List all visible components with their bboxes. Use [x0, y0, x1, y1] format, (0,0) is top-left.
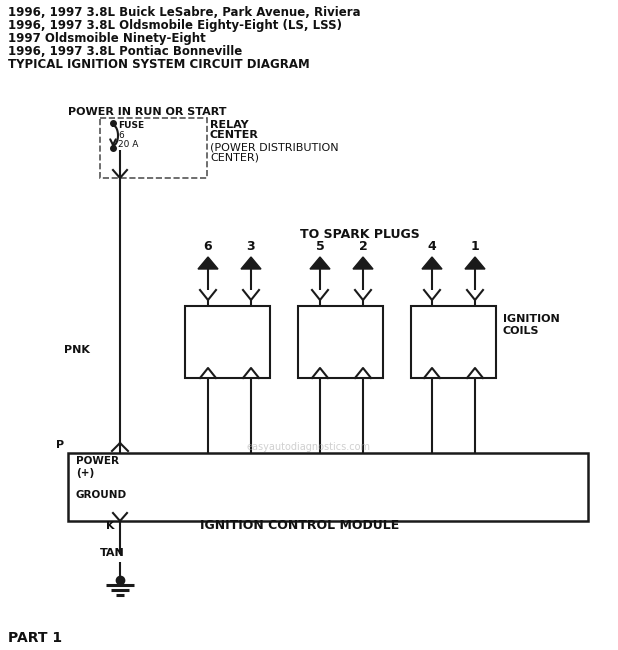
- Text: IGNITION CONTROL MODULE: IGNITION CONTROL MODULE: [200, 519, 400, 532]
- Text: P: P: [56, 440, 64, 450]
- Text: GROUND: GROUND: [76, 490, 127, 500]
- Text: 1: 1: [471, 240, 480, 253]
- Text: COILS: COILS: [503, 326, 540, 336]
- Text: 3: 3: [247, 240, 255, 253]
- Text: 6: 6: [118, 131, 124, 140]
- Polygon shape: [353, 257, 373, 269]
- Bar: [411, 306, 496, 378]
- Text: CENTER: CENTER: [210, 130, 259, 140]
- Text: TYPICAL IGNITION SYSTEM CIRCUIT DIAGRAM: TYPICAL IGNITION SYSTEM CIRCUIT DIAGRAM: [8, 58, 310, 71]
- Bar: [68, 453, 588, 521]
- Text: K: K: [106, 521, 114, 531]
- Text: 1996, 1997 3.8L Oldsmobile Eighty-Eight (LS, LSS): 1996, 1997 3.8L Oldsmobile Eighty-Eight …: [8, 19, 342, 32]
- Text: TO SPARK PLUGS: TO SPARK PLUGS: [300, 228, 420, 241]
- Text: 1996, 1997 3.8L Pontiac Bonneville: 1996, 1997 3.8L Pontiac Bonneville: [8, 45, 242, 58]
- Text: (POWER DISTRIBUTION: (POWER DISTRIBUTION: [210, 142, 339, 152]
- Bar: [185, 306, 270, 378]
- Text: TAN: TAN: [100, 548, 125, 558]
- Polygon shape: [422, 257, 442, 269]
- Polygon shape: [198, 257, 218, 269]
- Bar: [100, 118, 207, 178]
- Text: 1997 Oldsmoible Ninety-Eight: 1997 Oldsmoible Ninety-Eight: [8, 32, 206, 45]
- Text: 5: 5: [316, 240, 324, 253]
- Bar: [298, 306, 383, 378]
- Polygon shape: [310, 257, 330, 269]
- Text: POWER: POWER: [76, 456, 119, 466]
- Text: 2: 2: [358, 240, 367, 253]
- Text: (+): (+): [76, 468, 95, 478]
- Text: POWER IN RUN OR START: POWER IN RUN OR START: [68, 107, 227, 117]
- Text: PNK: PNK: [64, 345, 90, 355]
- Text: 20 A: 20 A: [118, 140, 138, 149]
- Text: IGNITION: IGNITION: [503, 314, 560, 324]
- Text: 6: 6: [204, 240, 213, 253]
- Polygon shape: [465, 257, 485, 269]
- Text: RELAY: RELAY: [210, 120, 248, 130]
- Text: FUSE: FUSE: [118, 121, 144, 130]
- Polygon shape: [241, 257, 261, 269]
- Text: easyautodiagnostics.com: easyautodiagnostics.com: [247, 442, 371, 452]
- Text: PART 1: PART 1: [8, 631, 62, 645]
- Text: 1996, 1997 3.8L Buick LeSabre, Park Avenue, Riviera: 1996, 1997 3.8L Buick LeSabre, Park Aven…: [8, 6, 361, 19]
- Text: CENTER): CENTER): [210, 152, 259, 162]
- Text: 4: 4: [428, 240, 436, 253]
